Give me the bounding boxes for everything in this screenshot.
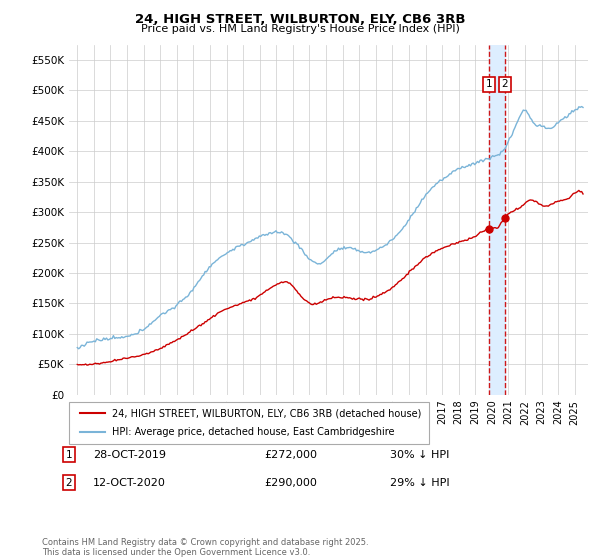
Text: £290,000: £290,000	[264, 478, 317, 488]
Text: 2: 2	[65, 478, 73, 488]
Text: 12-OCT-2020: 12-OCT-2020	[93, 478, 166, 488]
Text: Contains HM Land Registry data © Crown copyright and database right 2025.
This d: Contains HM Land Registry data © Crown c…	[42, 538, 368, 557]
Text: HPI: Average price, detached house, East Cambridgeshire: HPI: Average price, detached house, East…	[112, 427, 395, 437]
Text: Price paid vs. HM Land Registry's House Price Index (HPI): Price paid vs. HM Land Registry's House …	[140, 24, 460, 34]
Text: £272,000: £272,000	[264, 450, 317, 460]
Text: 1: 1	[485, 80, 493, 90]
Text: 2: 2	[502, 80, 508, 90]
Text: 29% ↓ HPI: 29% ↓ HPI	[390, 478, 449, 488]
Text: 24, HIGH STREET, WILBURTON, ELY, CB6 3RB: 24, HIGH STREET, WILBURTON, ELY, CB6 3RB	[135, 13, 465, 26]
Text: 30% ↓ HPI: 30% ↓ HPI	[390, 450, 449, 460]
Text: 24, HIGH STREET, WILBURTON, ELY, CB6 3RB (detached house): 24, HIGH STREET, WILBURTON, ELY, CB6 3RB…	[112, 408, 422, 418]
FancyBboxPatch shape	[69, 402, 429, 444]
Bar	[489, 45, 505, 395]
Text: 1: 1	[65, 450, 73, 460]
Text: 28-OCT-2019: 28-OCT-2019	[93, 450, 166, 460]
